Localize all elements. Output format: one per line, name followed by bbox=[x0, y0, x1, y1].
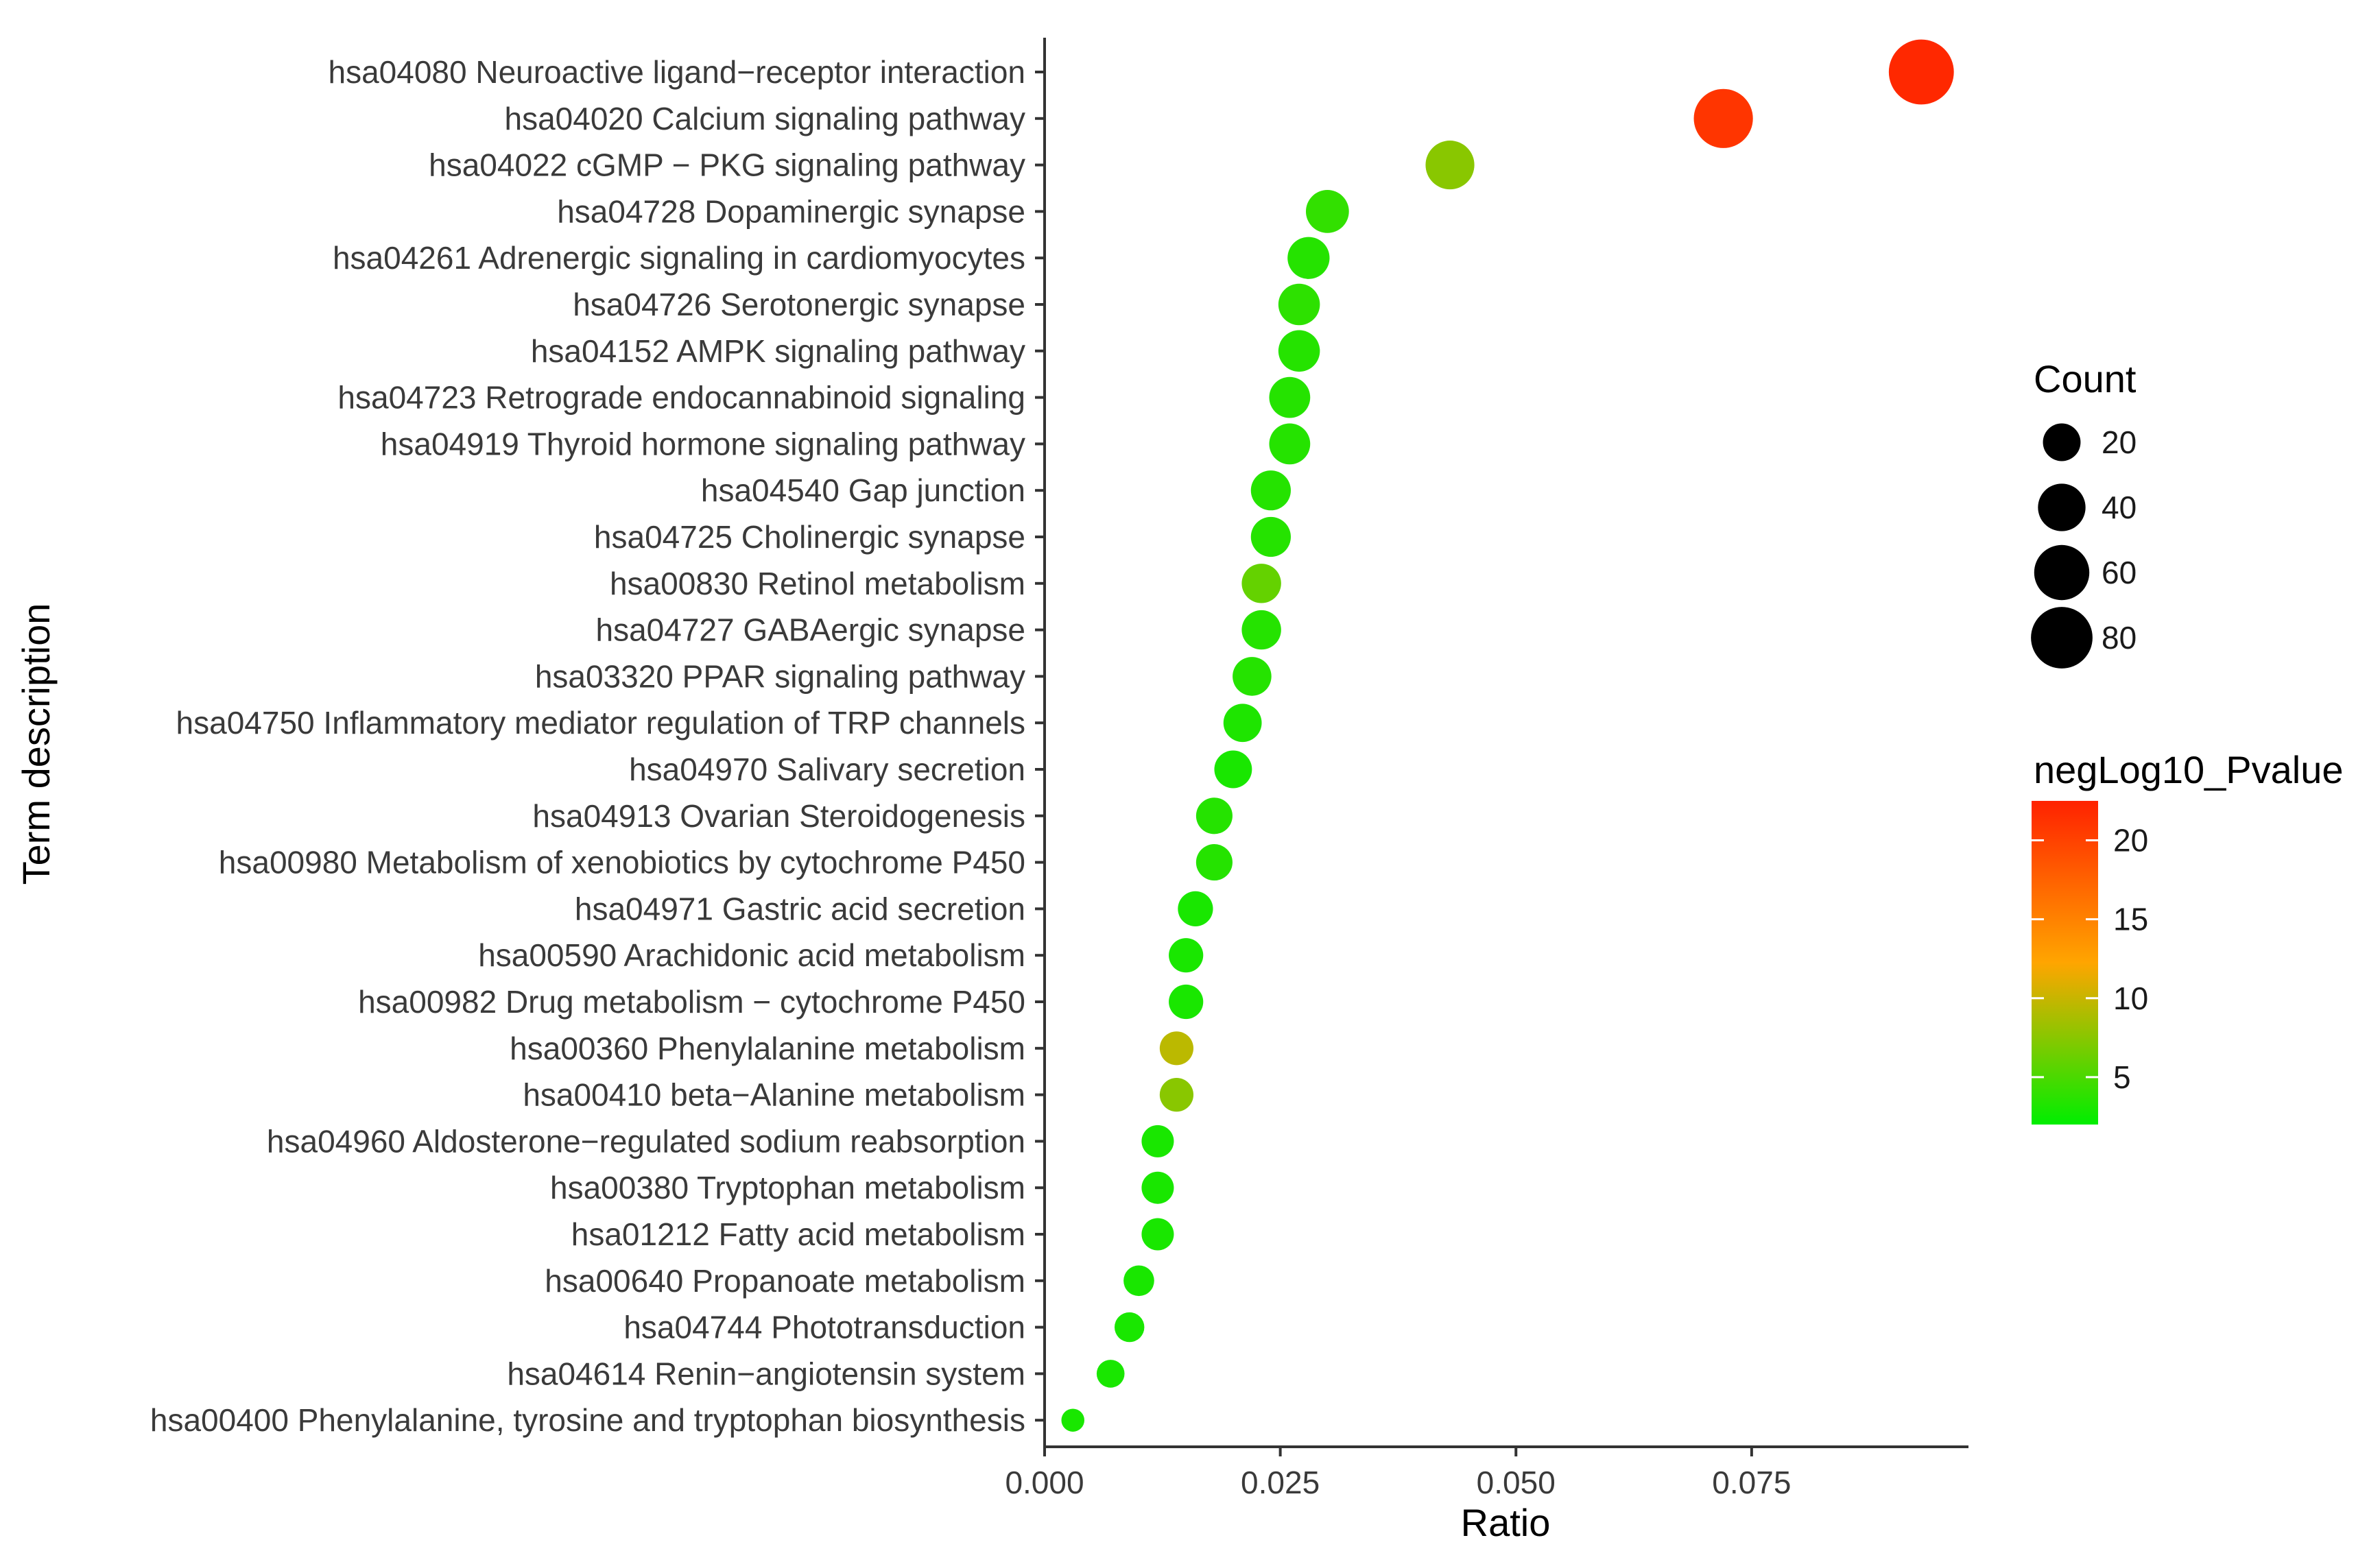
data-point bbox=[1123, 1265, 1154, 1297]
term-label: hsa00640 Propanoate metabolism bbox=[545, 1263, 1025, 1299]
x-tick-label: 0.000 bbox=[1005, 1465, 1084, 1500]
term-label: hsa01212 Fatty acid metabolism bbox=[571, 1216, 1025, 1252]
term-labels: hsa04080 Neuroactive ligand−receptor int… bbox=[150, 54, 1025, 1438]
x-axis-ticks bbox=[1043, 1447, 1753, 1456]
data-points bbox=[1061, 39, 1954, 1432]
data-point bbox=[1223, 704, 1262, 743]
count-legend-dot bbox=[2038, 483, 2086, 531]
data-point bbox=[1178, 891, 1213, 926]
term-label: hsa04919 Thyroid hormone signaling pathw… bbox=[381, 426, 1025, 461]
y-axis-ticks bbox=[1035, 71, 1045, 1422]
term-label: hsa04728 Dopaminergic synapse bbox=[557, 193, 1025, 229]
x-tick-label: 0.050 bbox=[1477, 1465, 1556, 1500]
term-label: hsa00400 Phenylalanine, tyrosine and try… bbox=[150, 1402, 1025, 1438]
data-point bbox=[1141, 1125, 1174, 1157]
term-label: hsa00590 Arachidonic acid metabolism bbox=[478, 937, 1025, 973]
data-point bbox=[1241, 564, 1281, 603]
count-legend-label: 60 bbox=[2102, 555, 2137, 590]
count-legend-label: 20 bbox=[2102, 424, 2137, 460]
x-axis-title: Ratio bbox=[1461, 1501, 1551, 1544]
data-point bbox=[1305, 190, 1349, 233]
x-axis-tick-labels: 0.000 0.025 0.050 0.075 bbox=[1005, 1465, 1791, 1500]
data-point bbox=[1888, 39, 1954, 105]
term-label: hsa04726 Serotonergic synapse bbox=[573, 287, 1025, 322]
count-legend-title: Count bbox=[2034, 357, 2137, 400]
data-point bbox=[1096, 1360, 1125, 1388]
term-label: hsa04750 Inflammatory mediator regulatio… bbox=[176, 705, 1025, 741]
data-point bbox=[1693, 88, 1753, 148]
term-label: hsa04970 Salivary secretion bbox=[629, 752, 1025, 787]
term-label: hsa04723 Retrograde endocannabinoid sign… bbox=[337, 380, 1025, 416]
data-point bbox=[1061, 1408, 1084, 1432]
pvalue-legend-title: negLog10_Pvalue bbox=[2034, 748, 2344, 791]
data-point bbox=[1269, 423, 1311, 465]
term-label: hsa04960 Aldosterone−regulated sodium re… bbox=[267, 1123, 1025, 1159]
pvalue-legend: negLog10_Pvalue 5 10 15 20 bbox=[2032, 748, 2344, 1125]
term-label: hsa04540 Gap junction bbox=[701, 472, 1025, 508]
pvalue-legend-label: 20 bbox=[2113, 823, 2148, 858]
data-point bbox=[1425, 141, 1475, 190]
data-point bbox=[1115, 1312, 1145, 1343]
data-point bbox=[1159, 1078, 1194, 1112]
term-label: hsa00360 Phenylalanine metabolism bbox=[510, 1031, 1025, 1066]
data-point bbox=[1169, 984, 1204, 1020]
count-legend-dot bbox=[2034, 544, 2090, 601]
term-label: hsa00410 beta−Alanine metabolism bbox=[523, 1077, 1025, 1113]
term-label: hsa00980 Metabolism of xenobiotics by cy… bbox=[219, 845, 1025, 880]
data-point bbox=[1141, 1171, 1174, 1204]
data-point bbox=[1195, 797, 1233, 834]
term-label: hsa00380 Tryptophan metabolism bbox=[550, 1170, 1025, 1205]
term-label: hsa04020 Calcium signaling pathway bbox=[505, 101, 1025, 136]
term-label: hsa04080 Neuroactive ligand−receptor int… bbox=[329, 54, 1026, 90]
count-legend-label: 40 bbox=[2102, 490, 2137, 525]
pvalue-legend-label: 10 bbox=[2113, 981, 2148, 1016]
x-tick-label: 0.075 bbox=[1712, 1465, 1791, 1500]
pvalue-legend-label: 15 bbox=[2113, 902, 2148, 937]
data-point bbox=[1278, 283, 1320, 326]
count-legend-label: 80 bbox=[2102, 620, 2137, 656]
data-point bbox=[1241, 610, 1281, 650]
y-axis-title: Term description bbox=[14, 603, 58, 885]
term-label: hsa04152 AMPK signaling pathway bbox=[531, 333, 1025, 369]
pvalue-legend-label: 5 bbox=[2113, 1059, 2131, 1095]
data-point bbox=[1250, 516, 1291, 557]
count-legend-dot bbox=[2031, 607, 2093, 669]
term-label: hsa03320 PPAR signaling pathway bbox=[535, 658, 1025, 694]
term-label: hsa04971 Gastric acid secretion bbox=[575, 891, 1025, 926]
data-point bbox=[1159, 1031, 1194, 1066]
term-label: hsa04725 Cholinergic synapse bbox=[594, 519, 1025, 555]
term-label: hsa00830 Retinol metabolism bbox=[610, 566, 1025, 601]
term-label: hsa04727 GABAergic synapse bbox=[595, 612, 1025, 648]
count-legend-dot bbox=[2043, 423, 2081, 461]
count-legend: Count 20 40 60 80 bbox=[2031, 357, 2137, 669]
data-point bbox=[1250, 470, 1291, 511]
data-point bbox=[1169, 938, 1204, 973]
data-point bbox=[1195, 844, 1233, 881]
term-label: hsa04744 Phototransduction bbox=[623, 1310, 1025, 1345]
data-point bbox=[1214, 750, 1252, 789]
term-label: hsa00982 Drug metabolism − cytochrome P4… bbox=[358, 984, 1025, 1020]
term-label: hsa04261 Adrenergic signaling in cardiom… bbox=[333, 240, 1025, 276]
term-label: hsa04913 Ovarian Steroidogenesis bbox=[532, 798, 1025, 834]
data-point bbox=[1287, 237, 1330, 279]
pvalue-colorbar bbox=[2032, 801, 2098, 1125]
term-label: hsa04022 cGMP − PKG signaling pathway bbox=[429, 147, 1025, 183]
data-point bbox=[1278, 330, 1320, 372]
term-label: hsa04614 Renin−angiotensin system bbox=[507, 1356, 1025, 1391]
data-point bbox=[1141, 1218, 1174, 1251]
data-point bbox=[1233, 657, 1272, 696]
x-tick-label: 0.025 bbox=[1241, 1465, 1320, 1500]
data-point bbox=[1269, 376, 1311, 418]
